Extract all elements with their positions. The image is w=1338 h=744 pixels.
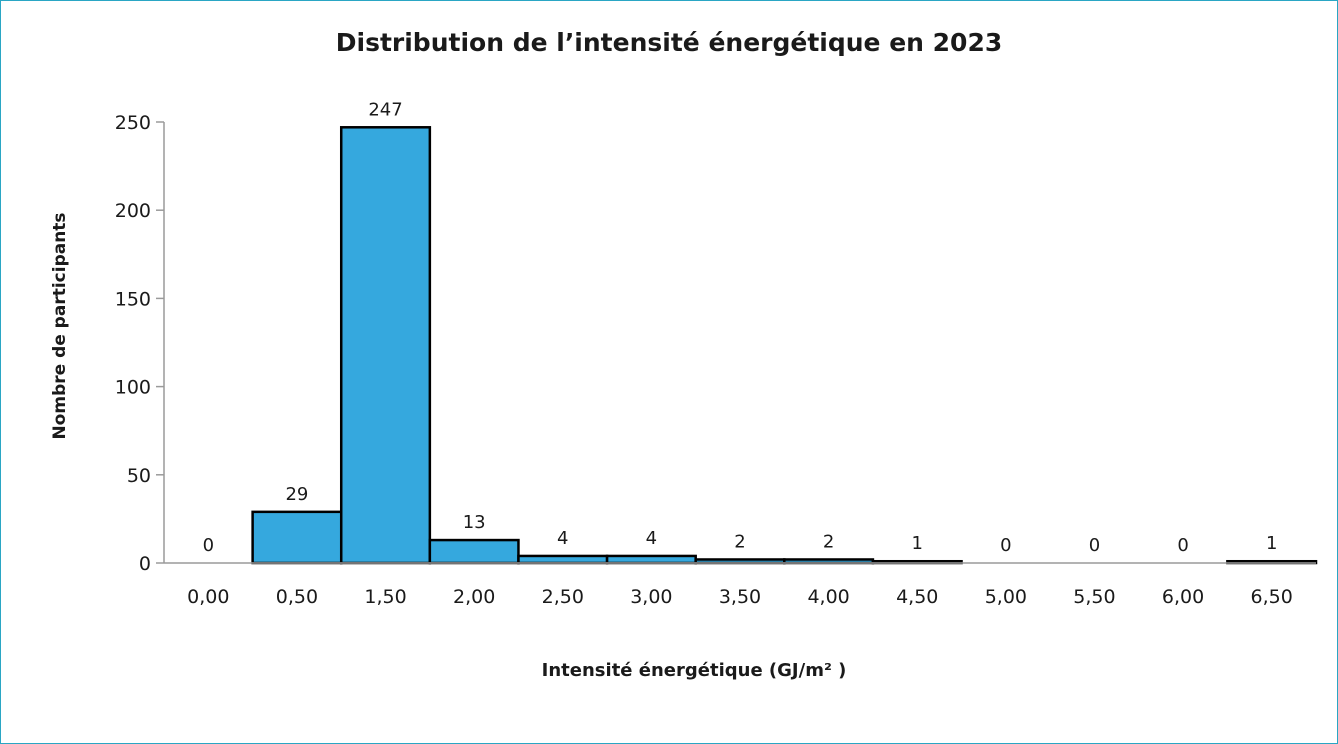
data-labels-group: 0 29 247 13 4 4 2 2 1 0 0 0 1 xyxy=(203,99,1278,556)
x-tick-label: 1,50 xyxy=(364,586,406,608)
y-tick-label: 50 xyxy=(127,465,151,487)
data-label: 1 xyxy=(912,533,923,554)
bars-group xyxy=(251,126,1318,565)
x-tick-label: 3,50 xyxy=(719,586,761,608)
y-tick-label: 200 xyxy=(115,200,151,222)
y-tick-label: 150 xyxy=(115,288,151,310)
data-label: 29 xyxy=(285,484,308,505)
data-label: 13 xyxy=(463,512,486,533)
x-tick-label: 3,00 xyxy=(630,586,672,608)
x-tick-label: 4,00 xyxy=(807,586,849,608)
data-label: 4 xyxy=(557,528,568,549)
x-tick-label: 5,00 xyxy=(985,586,1027,608)
chart-title: Distribution de l’intensité énergétique … xyxy=(335,28,1003,57)
data-label: 2 xyxy=(823,531,834,552)
histogram-bar xyxy=(517,554,609,565)
y-tick-label: 100 xyxy=(115,377,151,399)
data-label: 247 xyxy=(368,99,402,120)
x-tick-label: 0,00 xyxy=(187,586,229,608)
x-tick-label: 6,00 xyxy=(1162,586,1204,608)
data-label: 2 xyxy=(734,531,745,552)
data-label: 0 xyxy=(1177,535,1188,556)
data-label: 0 xyxy=(1000,535,1011,556)
x-tick-label: 6,50 xyxy=(1251,586,1293,608)
data-label: 0 xyxy=(1089,535,1100,556)
y-tick-label: 0 xyxy=(139,553,151,575)
x-tick-label: 2,00 xyxy=(453,586,495,608)
data-label: 4 xyxy=(646,528,657,549)
data-label: 0 xyxy=(203,535,214,556)
y-axis: 0 50 100 150 200 250 xyxy=(115,112,165,575)
x-axis-title: Intensité énergétique (GJ/m² ) xyxy=(541,660,847,681)
data-label: 1 xyxy=(1266,533,1277,554)
histogram-bar xyxy=(428,538,520,565)
x-tick-label: 0,50 xyxy=(276,586,318,608)
x-tick-label: 2,50 xyxy=(542,586,584,608)
histogram-bar xyxy=(251,510,343,565)
histogram-bar xyxy=(339,126,432,565)
x-tick-label: 4,50 xyxy=(896,586,938,608)
histogram-bar xyxy=(605,554,697,565)
y-tick-label: 250 xyxy=(115,112,151,134)
x-tick-label: 5,50 xyxy=(1073,586,1115,608)
x-tick-labels-group: 0,00 0,50 1,50 2,00 2,50 3,00 3,50 4,00 4,50 5,00… xyxy=(187,586,1293,608)
